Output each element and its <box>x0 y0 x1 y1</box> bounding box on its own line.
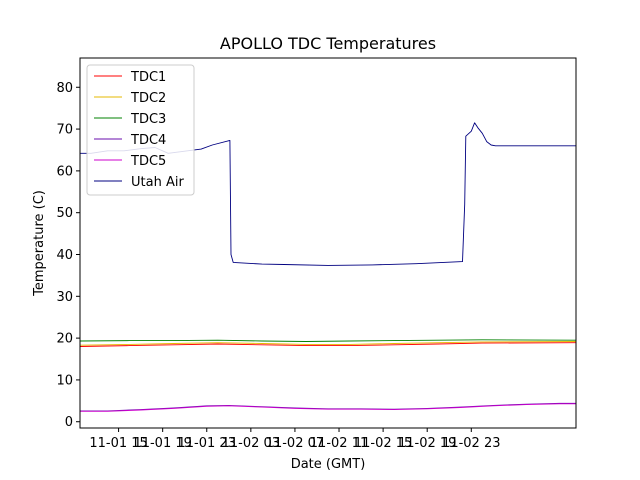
y-tick-label: 10 <box>56 373 73 388</box>
y-tick-label: 20 <box>56 332 73 347</box>
legend-label-tdc4: TDC4 <box>130 133 166 148</box>
x-tick-label: 11-02 15 <box>354 436 412 451</box>
x-tick-label: 11-02 23 <box>442 436 500 451</box>
x-tick-label: 11-01 19 <box>133 436 191 451</box>
y-tick-label: 30 <box>56 290 73 305</box>
x-tick-label: 11-01 15 <box>89 436 147 451</box>
y-tick-label: 80 <box>56 81 73 96</box>
x-axis-label: Date (GMT) <box>291 457 366 472</box>
y-axis-label: Temperature (C) <box>32 190 47 297</box>
y-tick-label: 70 <box>56 123 73 138</box>
x-tick-label: 11-02 19 <box>398 436 456 451</box>
legend-label-tdc5: TDC5 <box>130 154 166 169</box>
legend-label-tdc3: TDC3 <box>130 112 166 127</box>
y-axis: 0 10 20 30 40 50 60 70 80 <box>56 81 80 430</box>
x-tick-label: 11-02 03 <box>222 436 280 451</box>
legend: TDC1 TDC2 TDC3 TDC4 TDC5 Utah Air <box>86 64 195 196</box>
series-line-tdc2 <box>79 341 577 346</box>
series-line-tdc1 <box>79 342 577 347</box>
series-line-tdc3 <box>79 339 577 342</box>
y-tick-label: 60 <box>56 164 73 179</box>
x-tick-label: 11-02 07 <box>266 436 324 451</box>
legend-label-tdc2: TDC2 <box>130 91 166 106</box>
plot-frame <box>79 57 577 429</box>
plot-lines <box>79 122 577 412</box>
y-tick-label: 50 <box>56 206 73 221</box>
series-line-tdc5 <box>80 403 576 412</box>
y-tick-label: 40 <box>56 248 73 263</box>
chart-title: APOLLO TDC Temperatures <box>220 34 436 53</box>
legend-label-utah-air: Utah Air <box>131 175 184 190</box>
x-tick-label: 11-01 23 <box>178 436 236 451</box>
x-tick-label: 11-02 11 <box>310 436 368 451</box>
legend-label-tdc1: TDC1 <box>130 70 166 85</box>
y-tick-label: 0 <box>65 415 73 430</box>
